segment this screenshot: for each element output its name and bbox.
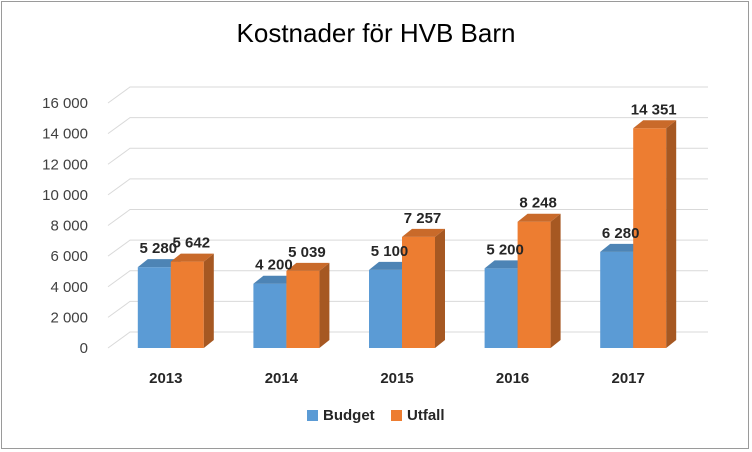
bar-top — [253, 275, 297, 284]
gridline — [107, 117, 708, 135]
y-tick-label: 14 000 — [42, 126, 88, 143]
y-axis: 0 2 000 4 000 6 000 8 000 10 000 12 000 14 000 1… — [42, 95, 88, 357]
data-label: 14 351 — [631, 101, 677, 118]
bar-top — [633, 120, 677, 129]
y-tick-label: 0 — [80, 340, 88, 357]
y-tick-label: 2 000 — [50, 309, 88, 326]
bar — [170, 261, 204, 348]
bar-top — [402, 228, 445, 237]
bar-side — [550, 213, 561, 348]
bar — [369, 269, 402, 348]
data-label: 8 248 — [519, 195, 557, 212]
bars — [137, 120, 677, 349]
y-tick-label: 12 000 — [42, 156, 88, 173]
gridline — [107, 209, 708, 226]
data-label: 5 100 — [371, 243, 409, 260]
y-tick-label: 6 000 — [50, 248, 88, 265]
x-axis: 2013 2014 2015 2016 2017 — [149, 370, 645, 387]
bar — [402, 236, 435, 348]
bar-side — [435, 228, 445, 348]
gridline — [107, 147, 708, 165]
gridline — [107, 178, 708, 196]
gridline — [107, 86, 708, 104]
bar-top — [286, 262, 330, 271]
bar — [633, 128, 667, 348]
bar-side — [666, 120, 677, 349]
bar-top — [170, 253, 214, 262]
x-tick-label: 2015 — [380, 370, 413, 387]
y-tick-label: 10 000 — [42, 187, 88, 204]
legend-label: Budget — [323, 407, 375, 424]
legend-swatch — [391, 410, 402, 421]
legend-label: Utfall — [407, 407, 445, 424]
y-tick-label: 16 000 — [42, 95, 88, 112]
y-tick-label: 4 000 — [50, 279, 88, 296]
bar — [484, 268, 518, 348]
data-label: 4 200 — [255, 257, 293, 274]
data-label: 6 280 — [602, 225, 640, 242]
bar — [600, 251, 634, 348]
legend: Budget Utfall — [307, 407, 445, 424]
data-label: 5 280 — [140, 240, 178, 257]
data-label: 7 257 — [404, 210, 442, 227]
bar — [517, 221, 551, 348]
bar-top — [484, 260, 528, 269]
bar — [137, 267, 171, 348]
x-tick-label: 2016 — [496, 370, 529, 387]
data-label: 5 039 — [288, 244, 326, 261]
gridline — [107, 239, 708, 257]
y-tick-label: 8 000 — [50, 218, 88, 235]
bar-top — [369, 261, 412, 270]
bar-top — [137, 259, 181, 268]
chart-title: Kostnader för HVB Barn — [236, 18, 516, 48]
bar — [286, 270, 320, 348]
x-tick-label: 2017 — [612, 370, 645, 387]
data-label: 5 642 — [173, 235, 211, 252]
bar-side — [203, 253, 214, 348]
x-tick-label: 2014 — [265, 370, 299, 387]
bar-top — [600, 243, 644, 252]
bar-top — [517, 213, 561, 222]
data-label: 5 200 — [486, 241, 524, 258]
legend-swatch — [307, 410, 318, 421]
bar-side — [319, 262, 330, 348]
bar — [253, 283, 287, 348]
x-tick-label: 2013 — [149, 370, 182, 387]
